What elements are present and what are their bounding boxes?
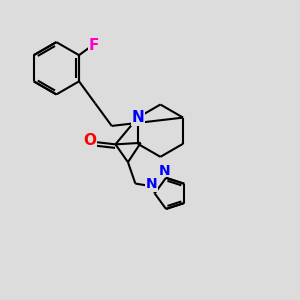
Text: N: N: [131, 110, 144, 125]
Text: F: F: [89, 38, 99, 53]
Text: N: N: [159, 164, 170, 178]
Text: N: N: [146, 178, 158, 191]
Text: O: O: [83, 133, 96, 148]
